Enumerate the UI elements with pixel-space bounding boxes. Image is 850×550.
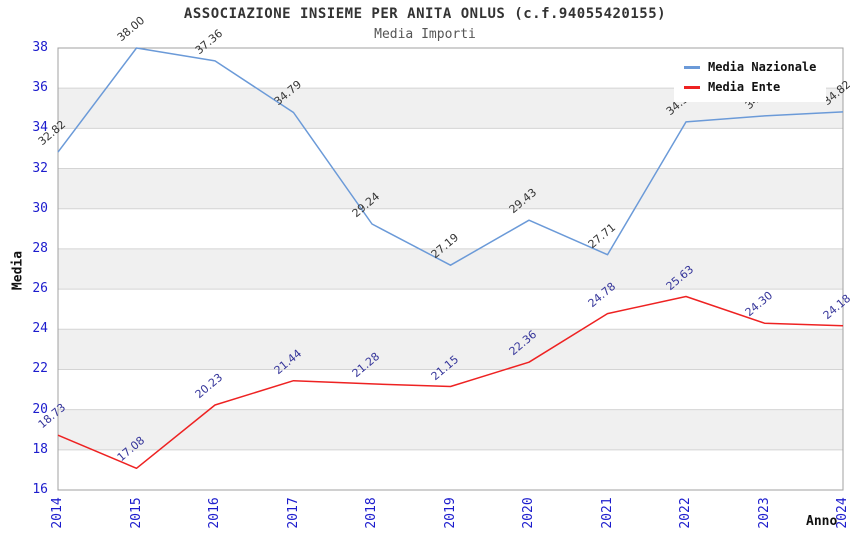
y-tick-label: 38 [32, 40, 48, 55]
y-tick-label: 36 [32, 80, 48, 96]
chart-subtitle: Media Importi [374, 27, 476, 42]
x-tick-label: 2018 [364, 497, 379, 529]
y-tick-label: 28 [32, 240, 48, 256]
y-tick-label: 32 [32, 160, 48, 176]
x-tick-label: 2016 [207, 497, 222, 529]
x-tick-label: 2017 [285, 497, 301, 529]
legend-item-media-ente: Media Ente [684, 80, 816, 94]
x-tick-label: 2015 [128, 497, 144, 529]
y-tick-label: 34 [32, 120, 48, 136]
y-tick-label: 30 [32, 200, 48, 216]
chart-title: ASSOCIAZIONE INSIEME PER ANITA ONLUS (c.… [183, 6, 667, 22]
legend-line-icon [684, 85, 700, 89]
y-tick-label: 22 [32, 361, 48, 377]
x-tick-label: 2024 [835, 497, 850, 529]
legend-label: Media Ente [708, 80, 781, 94]
x-tick-label: 2021 [599, 497, 615, 529]
x-tick-label: 2022 [678, 497, 693, 529]
legend: Media Nazionale Media Ente [674, 52, 827, 102]
x-tick-label: 2019 [442, 497, 458, 529]
legend-line-icon [684, 65, 700, 69]
y-tick-label: 18 [32, 441, 48, 457]
y-tick-label: 20 [32, 401, 48, 417]
y-tick-label: 16 [32, 482, 48, 497]
x-axis-title: Anno [806, 514, 838, 529]
x-tick-label: 2020 [521, 497, 536, 529]
y-tick-label: 26 [32, 281, 48, 297]
y-tick-label: 24 [32, 321, 48, 337]
x-tick-label: 2014 [50, 497, 65, 529]
legend-label: Media Nazionale [708, 60, 817, 74]
x-tick-label: 2023 [756, 497, 772, 529]
legend-item-media-nazionale: Media Nazionale [684, 60, 816, 74]
